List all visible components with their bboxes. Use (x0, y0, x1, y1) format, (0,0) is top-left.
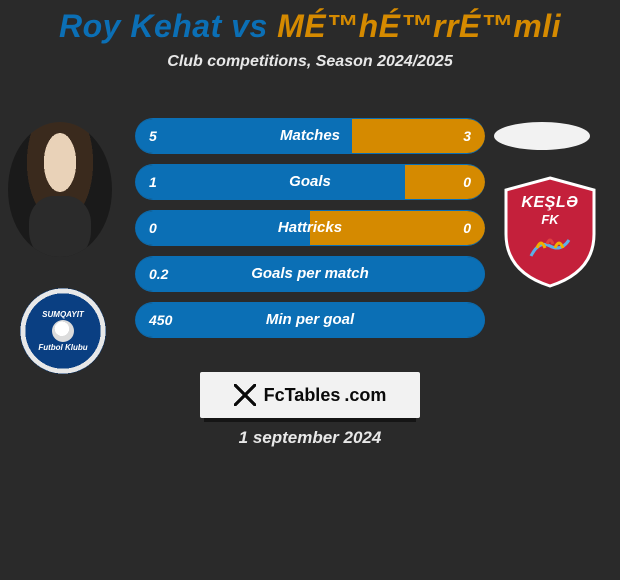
season-subtitle: Club competitions, Season 2024/2025 (0, 53, 620, 71)
player1-photo (8, 122, 112, 257)
club1-ball-icon (52, 320, 74, 342)
club1-badge: SUMQAYIT Futbol Klubu (20, 288, 106, 374)
stat-label: Min per goal (135, 303, 485, 337)
fctables-logo: FcTables.com (200, 372, 420, 418)
stat-row: 450 Min per goal (135, 302, 485, 338)
club2-sub: FK (500, 212, 600, 227)
stat-label: Goals (135, 165, 485, 199)
stat-label: Goals per match (135, 257, 485, 291)
vs-text: vs (231, 8, 268, 44)
logo-mark-icon (234, 384, 256, 406)
stat-row: 0.2 Goals per match (135, 256, 485, 292)
player2-name: MÉ™hÉ™rrÉ™mli (277, 8, 561, 44)
stat-row: 1 Goals 0 (135, 164, 485, 200)
stat-row: 0 Hattricks 0 (135, 210, 485, 246)
stat-label: Hattricks (135, 211, 485, 245)
comparison-title: Roy Kehat vs MÉ™hÉ™rrÉ™mli (0, 0, 620, 45)
snapshot-date: 1 september 2024 (0, 428, 620, 448)
stat-value-right: 0 (463, 165, 471, 199)
stat-row: 5 Matches 3 (135, 118, 485, 154)
logo-main: FcTables (264, 385, 341, 406)
player1-name: Roy Kehat (59, 8, 222, 44)
player2-photo (494, 122, 590, 150)
logo-text: FcTables.com (234, 384, 387, 406)
club1-subtext: Futbol Klubu (38, 343, 87, 352)
club2-badge: KEŞLƏ FK (500, 176, 600, 288)
club2-motif-icon (527, 234, 573, 262)
shield-icon (500, 176, 600, 288)
club2-name: KEŞLƏ (500, 194, 600, 212)
stat-label: Matches (135, 119, 485, 153)
stat-value-right: 0 (463, 211, 471, 245)
logo-suffix: .com (344, 385, 386, 406)
stat-value-right: 3 (463, 119, 471, 153)
stats-container: 5 Matches 3 1 Goals 0 0 Hattricks 0 0.2 … (135, 118, 485, 348)
club1-name: SUMQAYIT (42, 310, 84, 319)
